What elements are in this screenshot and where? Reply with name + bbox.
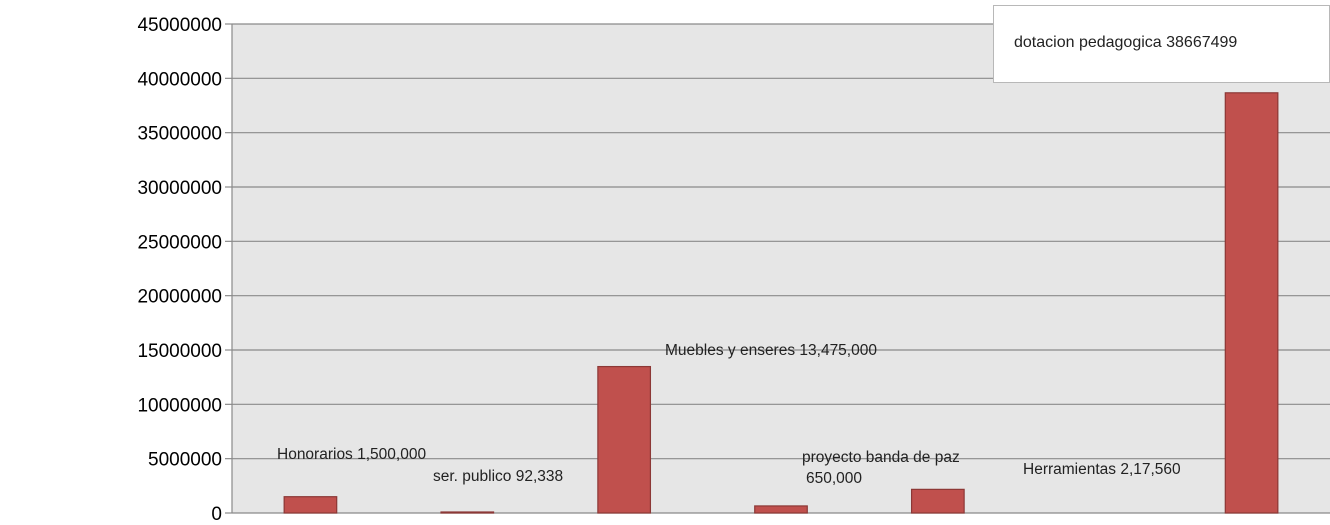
legend: dotacion pedagogica 38667499 (993, 5, 1330, 83)
bar (597, 365, 652, 514)
legend-label: dotacion pedagogica 38667499 (1014, 34, 1238, 51)
data-label: Herramientas 2,17,560 (1023, 461, 1181, 478)
data-label: ser. publico 92,338 (433, 468, 563, 485)
y-tick-label: 0 (211, 504, 222, 525)
plot-area (232, 24, 1330, 513)
y-tick-label: 10000000 (137, 395, 222, 416)
y-tick-label: 35000000 (137, 124, 222, 145)
bar (910, 488, 965, 514)
data-label: Muebles y enseres 13,475,000 (665, 342, 877, 359)
bar (440, 511, 495, 514)
data-label: Honorarios 1,500,000 (277, 446, 426, 463)
y-tick-label: 5000000 (148, 450, 222, 471)
bar (283, 496, 338, 514)
bar (754, 505, 808, 514)
data-label: proyecto banda de paz 650,000 (802, 449, 960, 487)
y-axis-ticks: 0 5000000 10000000 15000000 20000000 25000000… (137, 15, 232, 525)
annotations: Honorarios 1,500,000 ser. publico 92,338 M… (277, 342, 1181, 487)
y-tick-label: 40000000 (137, 69, 222, 90)
bar (1224, 92, 1279, 514)
y-tick-label: 20000000 (137, 287, 222, 308)
y-tick-label: 30000000 (137, 178, 222, 199)
y-tick-label: 45000000 (137, 15, 222, 36)
bars (283, 92, 1279, 514)
y-tick-label: 25000000 (137, 232, 222, 253)
y-tick-label: 15000000 (137, 341, 222, 362)
